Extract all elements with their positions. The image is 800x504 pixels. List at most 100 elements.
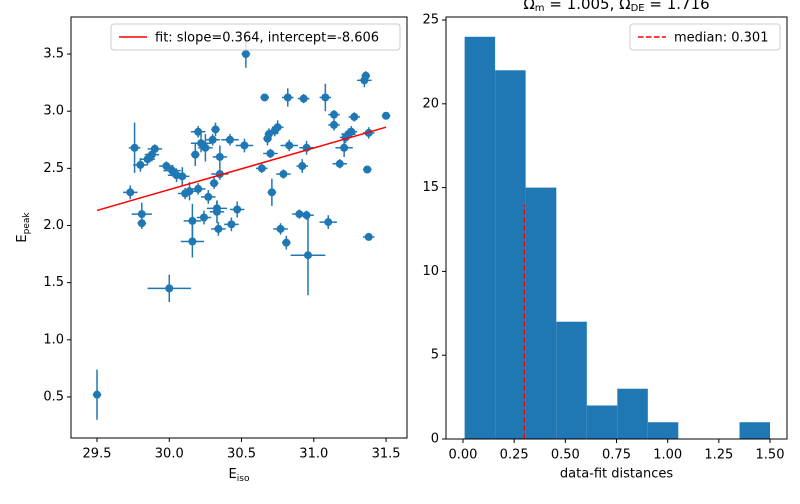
- point: [257, 164, 266, 173]
- point: [330, 110, 339, 119]
- y-axis-label: Epeak: [15, 212, 32, 243]
- point: [188, 237, 197, 246]
- fit-line: [96, 126, 387, 212]
- point: [295, 210, 304, 219]
- histogram-bar: [586, 405, 618, 439]
- x-tick-label: 30.0: [155, 447, 184, 462]
- x-axis-label-base: E: [229, 467, 237, 482]
- histogram-bar: [617, 388, 648, 439]
- y-tick-label: 3.0: [43, 104, 64, 119]
- point: [165, 284, 174, 293]
- y-tick-label: 25: [422, 13, 439, 28]
- point: [225, 135, 234, 144]
- point: [201, 143, 210, 152]
- point: [93, 390, 102, 399]
- x-tick-label: 31.5: [372, 447, 401, 462]
- y-tick-label: 1.5: [43, 275, 64, 290]
- histogram-bar: [739, 422, 771, 439]
- point: [227, 220, 236, 229]
- point: [350, 112, 359, 121]
- legend-label: median: 0.301: [674, 31, 768, 46]
- x-tick-label: 1.25: [704, 448, 733, 463]
- chart-title: Ωm = 1.005, ΩDE = 1.716: [523, 0, 709, 14]
- point: [260, 93, 269, 102]
- title-segment: = 1.716: [645, 0, 710, 13]
- histogram-bar: [525, 187, 557, 439]
- point: [162, 162, 171, 171]
- x-tick-label: 0.50: [551, 448, 580, 463]
- point: [191, 150, 200, 159]
- point: [214, 224, 223, 233]
- histogram-bar: [556, 321, 587, 439]
- point: [212, 207, 221, 216]
- y-axis-label-base: E: [15, 234, 30, 242]
- point: [194, 184, 203, 193]
- x-axis-label-sub: iso: [237, 474, 250, 484]
- y-tick-label: 0: [431, 432, 439, 447]
- legend-box: [110, 23, 401, 51]
- x-tick-label: 0.75: [602, 448, 631, 463]
- y-tick-label: 10: [422, 264, 439, 279]
- legend-box: [629, 23, 781, 51]
- point: [330, 120, 339, 129]
- point: [211, 125, 220, 134]
- point: [340, 143, 349, 152]
- point: [363, 165, 372, 174]
- point: [233, 205, 242, 214]
- histogram-bar: [647, 422, 679, 439]
- x-tick-label: 0.25: [500, 448, 529, 463]
- point: [364, 232, 373, 241]
- y-tick-label: 15: [422, 180, 439, 195]
- point: [208, 135, 217, 144]
- point: [273, 123, 282, 132]
- point: [241, 50, 250, 59]
- y-tick-label: 2.0: [43, 218, 64, 233]
- point: [324, 218, 333, 227]
- point: [199, 213, 208, 222]
- point: [285, 141, 294, 150]
- point: [264, 130, 273, 139]
- point: [126, 188, 135, 197]
- y-tick-label: 2.5: [43, 161, 64, 176]
- x-tick-label: 1.50: [756, 448, 785, 463]
- title-segment: Ω: [523, 0, 534, 13]
- point: [178, 172, 187, 181]
- histogram-bar: [464, 36, 496, 440]
- point: [347, 127, 356, 136]
- point: [267, 188, 276, 197]
- point: [204, 192, 213, 201]
- axes-frame: [70, 16, 408, 439]
- y-tick-label: 1.0: [43, 332, 64, 347]
- point: [215, 152, 224, 161]
- point: [188, 216, 197, 225]
- point: [298, 162, 307, 171]
- x-tick-label: 1.00: [653, 448, 682, 463]
- x-tick-label: 30.5: [227, 447, 256, 462]
- point: [137, 210, 146, 219]
- point: [302, 211, 311, 220]
- y-tick-label: 0.5: [43, 389, 64, 404]
- point: [136, 160, 145, 169]
- point: [283, 93, 292, 102]
- y-tick-label: 3.5: [43, 47, 64, 62]
- point: [137, 219, 146, 228]
- point: [282, 238, 291, 247]
- point: [240, 141, 249, 150]
- x-axis-label: Eiso: [229, 467, 250, 484]
- point: [304, 251, 313, 260]
- y-axis-label-sub: peak: [22, 212, 32, 235]
- x-tick-label: 31.0: [299, 447, 328, 462]
- point: [321, 93, 330, 102]
- title-segment: m: [535, 3, 545, 14]
- point: [299, 94, 308, 103]
- point: [150, 144, 159, 153]
- point: [279, 170, 288, 179]
- point: [335, 159, 344, 168]
- title-segment: DE: [631, 3, 645, 14]
- point: [266, 149, 275, 158]
- point: [382, 111, 391, 120]
- x-tick-label: 29.5: [83, 447, 112, 462]
- point: [210, 179, 219, 188]
- y-tick-label: 5: [431, 348, 439, 363]
